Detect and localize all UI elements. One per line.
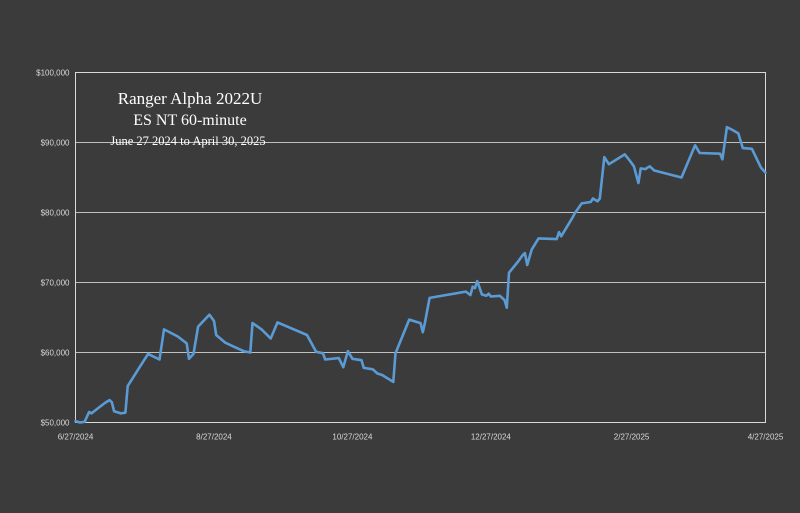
gridlines bbox=[75, 142, 766, 353]
x-tick-label: 2/27/2025 bbox=[614, 433, 650, 442]
chart-subtitle: ES NT 60-minute bbox=[133, 112, 246, 129]
y-tick-label: $80,000 bbox=[41, 209, 70, 218]
x-tick-label: 8/27/2024 bbox=[196, 433, 232, 442]
equity-line-series-1 bbox=[74, 125, 767, 424]
chart-title: Ranger Alpha 2022U bbox=[118, 89, 262, 108]
x-tick-label: 4/27/2025 bbox=[748, 433, 784, 442]
y-tick-label: $50,000 bbox=[41, 419, 70, 428]
x-axis-tick-labels: 6/27/2024 8/27/2024 10/27/2024 12/27/2024 2/… bbox=[58, 433, 784, 442]
x-tick-label: 10/27/2024 bbox=[332, 433, 373, 442]
y-axis-tick-labels: $50,000 $60,000 $70,000 $80,000 $90,000 $100,… bbox=[36, 69, 70, 428]
y-tick-label: $70,000 bbox=[41, 279, 70, 288]
x-tick-label: 12/27/2024 bbox=[471, 433, 512, 442]
y-tick-label: $100,000 bbox=[36, 69, 70, 78]
series-layer bbox=[74, 125, 767, 424]
chart-date-range: June 27 2024 to April 30, 2025 bbox=[110, 134, 265, 148]
y-tick-label: $60,000 bbox=[41, 349, 70, 358]
y-tick-label: $90,000 bbox=[41, 139, 70, 148]
x-tick-label: 6/27/2024 bbox=[58, 433, 94, 442]
plot-area-border bbox=[75, 72, 766, 423]
